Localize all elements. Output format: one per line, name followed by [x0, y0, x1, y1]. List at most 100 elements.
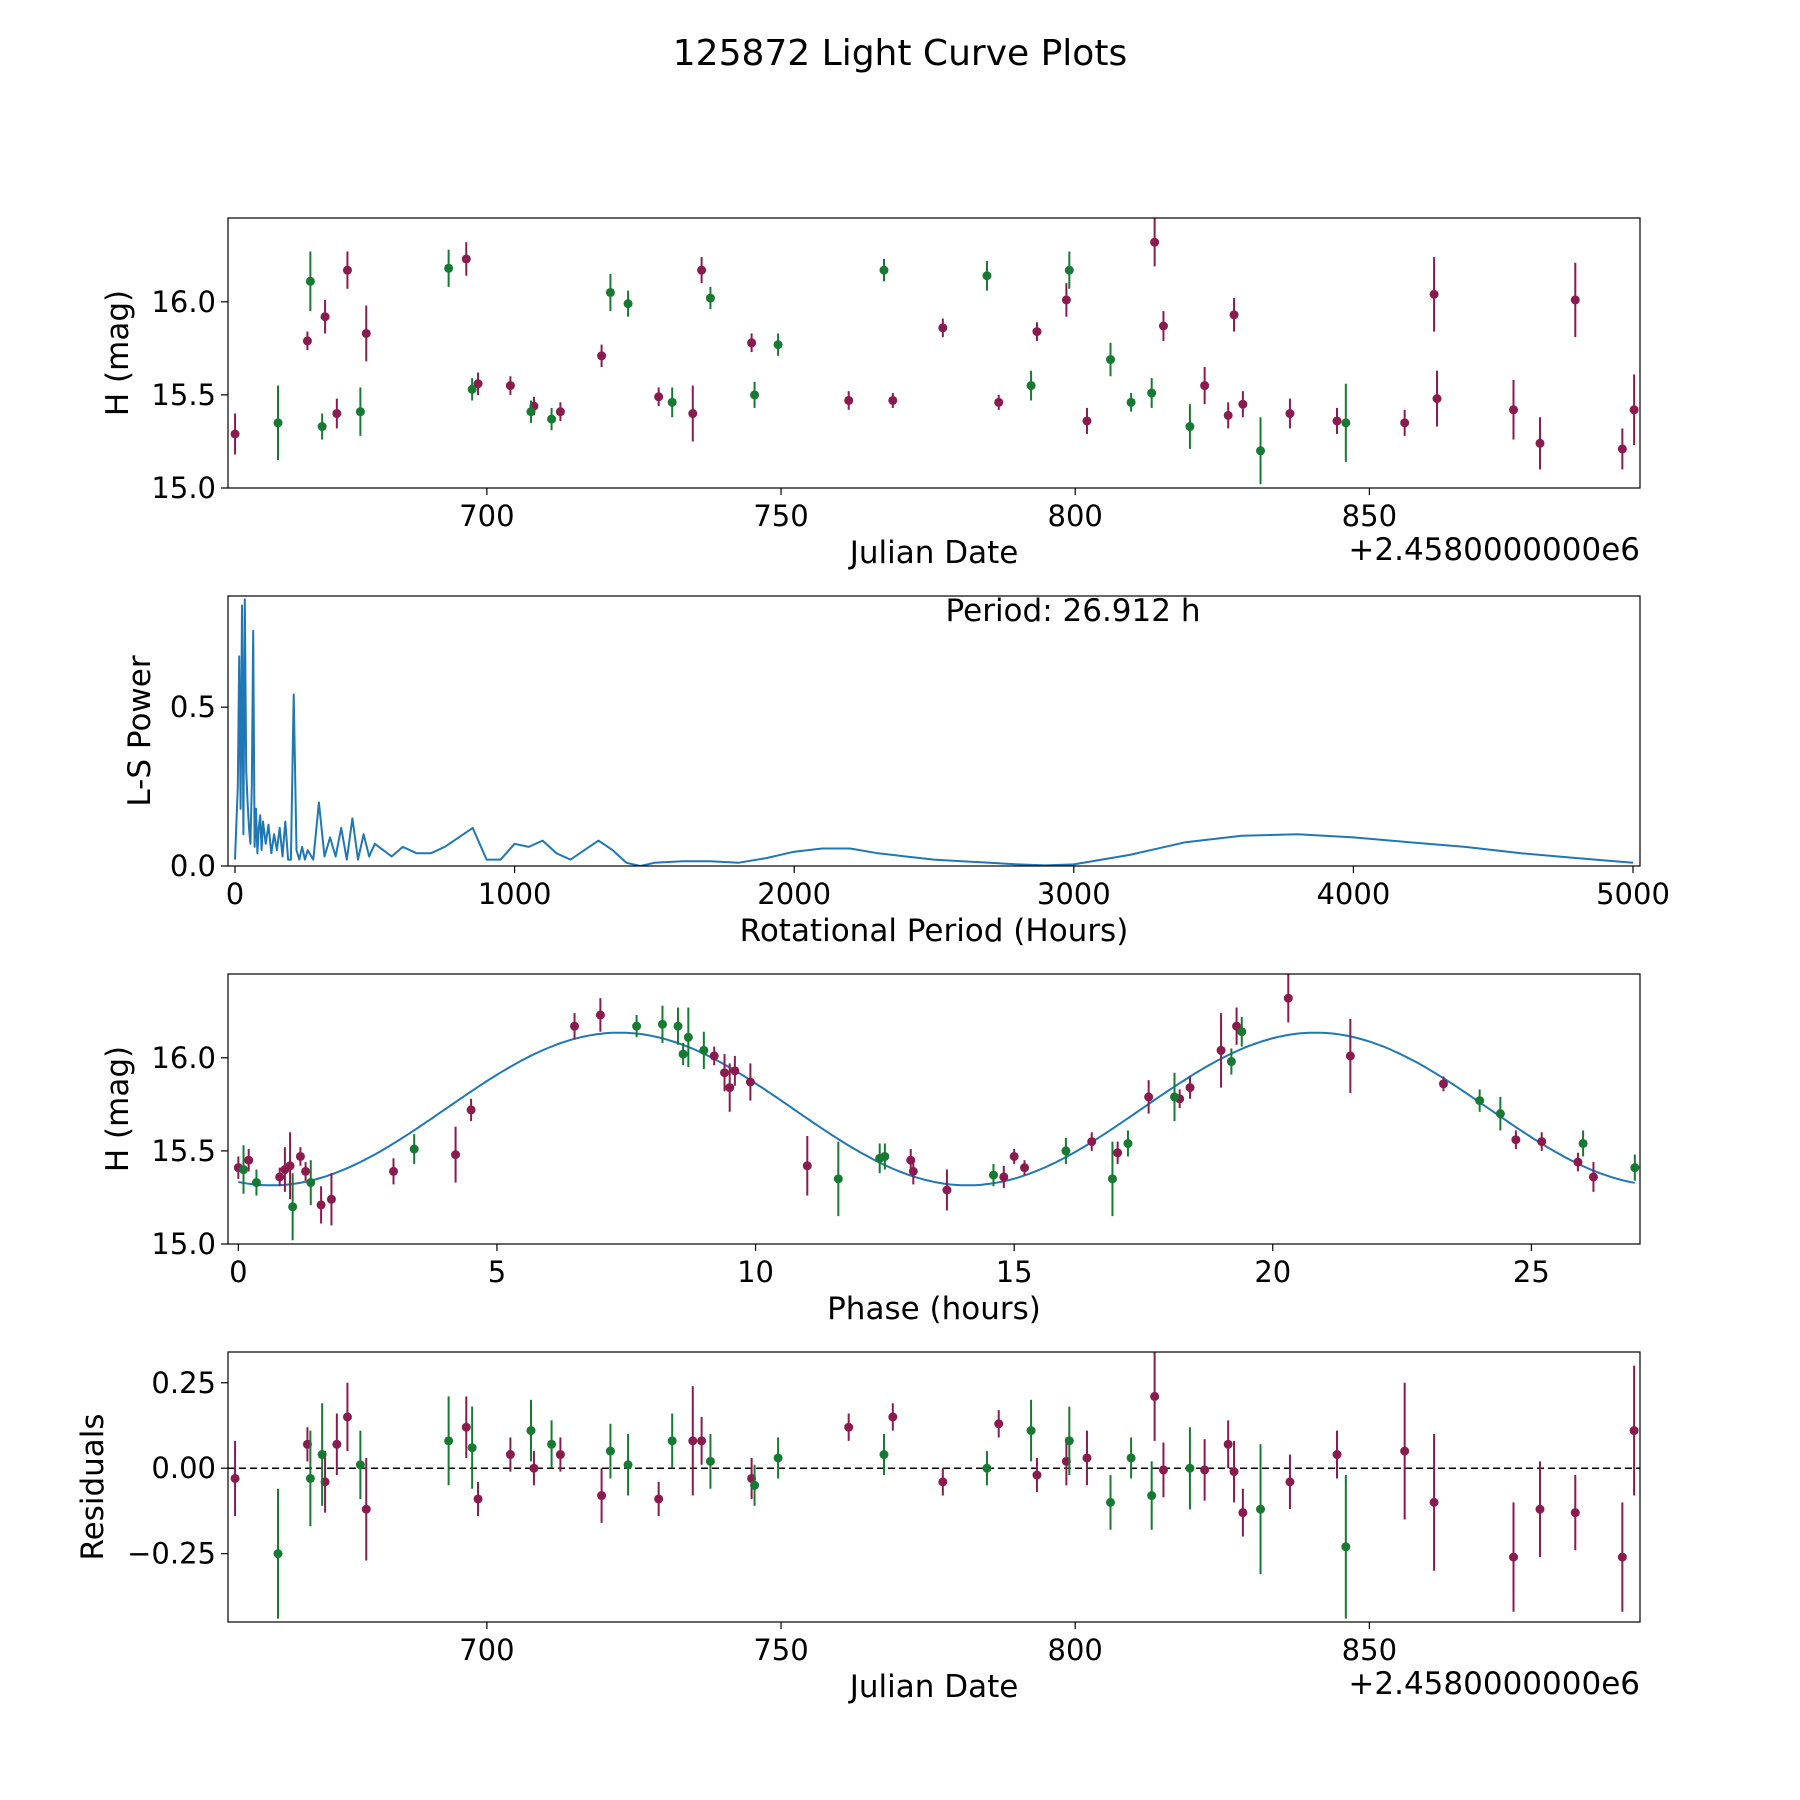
lightcurve-axes: 700 750 800 850 15.0 15.5 16.0 [151, 285, 1397, 533]
residuals-point [750, 1480, 760, 1490]
phased-xtick-label: 5 [488, 1255, 506, 1289]
lightcurve-point [1032, 327, 1042, 337]
lightcurve-point [1570, 295, 1580, 305]
lightcurve-point [1106, 355, 1115, 365]
residuals-point [355, 1460, 365, 1470]
lightcurve-point [1229, 310, 1239, 320]
lightcurve-point [667, 397, 677, 407]
phased-xlabel: Phase (hours) [827, 1291, 1041, 1327]
phased-points-point [942, 1185, 952, 1195]
lightcurve-point [320, 312, 330, 322]
residuals-xtick-label: 700 [459, 1633, 514, 1667]
phased-points-point [709, 1051, 719, 1061]
residuals-point [444, 1436, 454, 1446]
residuals-point [1150, 1391, 1160, 1401]
lightcurve-xtick-label: 850 [1342, 499, 1397, 533]
residuals-point [1332, 1450, 1342, 1460]
phased-points-point [1170, 1092, 1180, 1102]
lightcurve-point [1285, 409, 1295, 419]
residuals-point [1106, 1497, 1115, 1507]
phased-points-point [678, 1049, 688, 1059]
residuals-point [938, 1477, 948, 1487]
phased-points-point [1578, 1138, 1588, 1148]
residuals-point [332, 1439, 342, 1449]
lightcurve-point [1223, 410, 1233, 420]
phased-xtick-label: 0 [229, 1255, 247, 1289]
lightcurve-ylabel: H (mag) [100, 290, 136, 416]
periodogram-xtick-label: 3000 [1037, 877, 1111, 911]
residuals-point [547, 1439, 557, 1449]
residuals-point [605, 1446, 615, 1456]
periodogram-ylabel: L-S Power [122, 655, 158, 806]
periodogram-line [234, 598, 1634, 866]
lightcurve-point [230, 429, 240, 439]
periodogram-xtick-label: 5000 [1596, 877, 1670, 911]
residuals-axes-frame [227, 1351, 1641, 1623]
phased-points-point [1630, 1163, 1640, 1173]
lightcurve-point [1341, 418, 1351, 428]
phased-plot [233, 974, 1640, 1241]
phased-points-point [451, 1150, 461, 1160]
phased-points-point [306, 1178, 316, 1188]
lightcurve-point [317, 422, 327, 432]
residuals-point [982, 1463, 992, 1473]
residuals-point [623, 1460, 633, 1470]
phased-points-point [244, 1155, 254, 1165]
residuals-point [1256, 1504, 1266, 1514]
phased-points-point [1020, 1163, 1030, 1173]
residuals-panel: 700 750 800 850 −0.25 0.00 0.25 Julian Date +2… [75, 1351, 1641, 1705]
residuals-xtick-label: 800 [1048, 1633, 1103, 1667]
residuals-offset-text: +2.4580000000e6 [1348, 1666, 1640, 1702]
lightcurve-point [705, 293, 715, 303]
lightcurve-xtick-label: 700 [459, 499, 514, 533]
phased-points-point [725, 1083, 735, 1093]
phased-axes: 0 5 10 15 20 25 15.0 15.5 16.0 [151, 1041, 1549, 1289]
phased-points-point [1495, 1109, 1505, 1119]
lightcurve-xlabel: Julian Date [848, 535, 1019, 571]
residuals-point [705, 1456, 715, 1466]
lightcurve-point [1126, 397, 1136, 407]
residuals-point [1629, 1426, 1639, 1436]
residuals-xtick-label: 850 [1342, 1633, 1397, 1667]
lightcurve-axes-frame [227, 217, 1641, 489]
residuals-point [1617, 1552, 1627, 1562]
phased-points-point [595, 1010, 605, 1020]
lightcurve-series-filter_b [273, 249, 1351, 485]
lightcurve-ytick-label: 15.5 [151, 378, 216, 412]
residuals-point [461, 1422, 471, 1432]
lightcurve-point [1509, 405, 1519, 415]
phased-points-point [1283, 993, 1293, 1003]
lightcurve-point [444, 263, 454, 273]
residuals-point [317, 1450, 327, 1460]
lightcurve-point [773, 340, 783, 350]
phased-points-point [1475, 1096, 1485, 1106]
periodogram-xtick-label: 2000 [757, 877, 831, 911]
residuals-xtick-label: 750 [753, 1633, 808, 1667]
lightcurve-point [273, 418, 283, 428]
lightcurve-point [597, 351, 607, 361]
residuals-point [667, 1436, 677, 1446]
periodogram-annotation: Period: 26.912 h [946, 593, 1201, 629]
residuals-series-filter_a [230, 1352, 1639, 1612]
phased-points-point [239, 1165, 249, 1175]
residuals-point [505, 1450, 515, 1460]
residuals-point [1126, 1453, 1136, 1463]
residuals-point [697, 1436, 707, 1446]
residuals-point [1535, 1504, 1545, 1514]
periodogram-ytick-label: 0.5 [170, 690, 216, 724]
lightcurve-point [1400, 418, 1410, 428]
phased-points-point [275, 1172, 285, 1182]
lightcurve-point [888, 395, 898, 405]
lightcurve-point [697, 265, 707, 275]
residuals-point [473, 1494, 483, 1504]
phased-points-point [880, 1151, 890, 1161]
residuals-point [1429, 1497, 1439, 1507]
phased-points-point [1511, 1135, 1521, 1145]
phased-ylabel: H (mag) [100, 1046, 136, 1172]
phased-ytick-label: 15.5 [151, 1134, 216, 1168]
lightcurve-xtick-label: 800 [1048, 499, 1103, 533]
phased-points-point [409, 1144, 419, 1154]
lightcurve-point [461, 254, 471, 264]
lightcurve-point [1158, 321, 1168, 331]
